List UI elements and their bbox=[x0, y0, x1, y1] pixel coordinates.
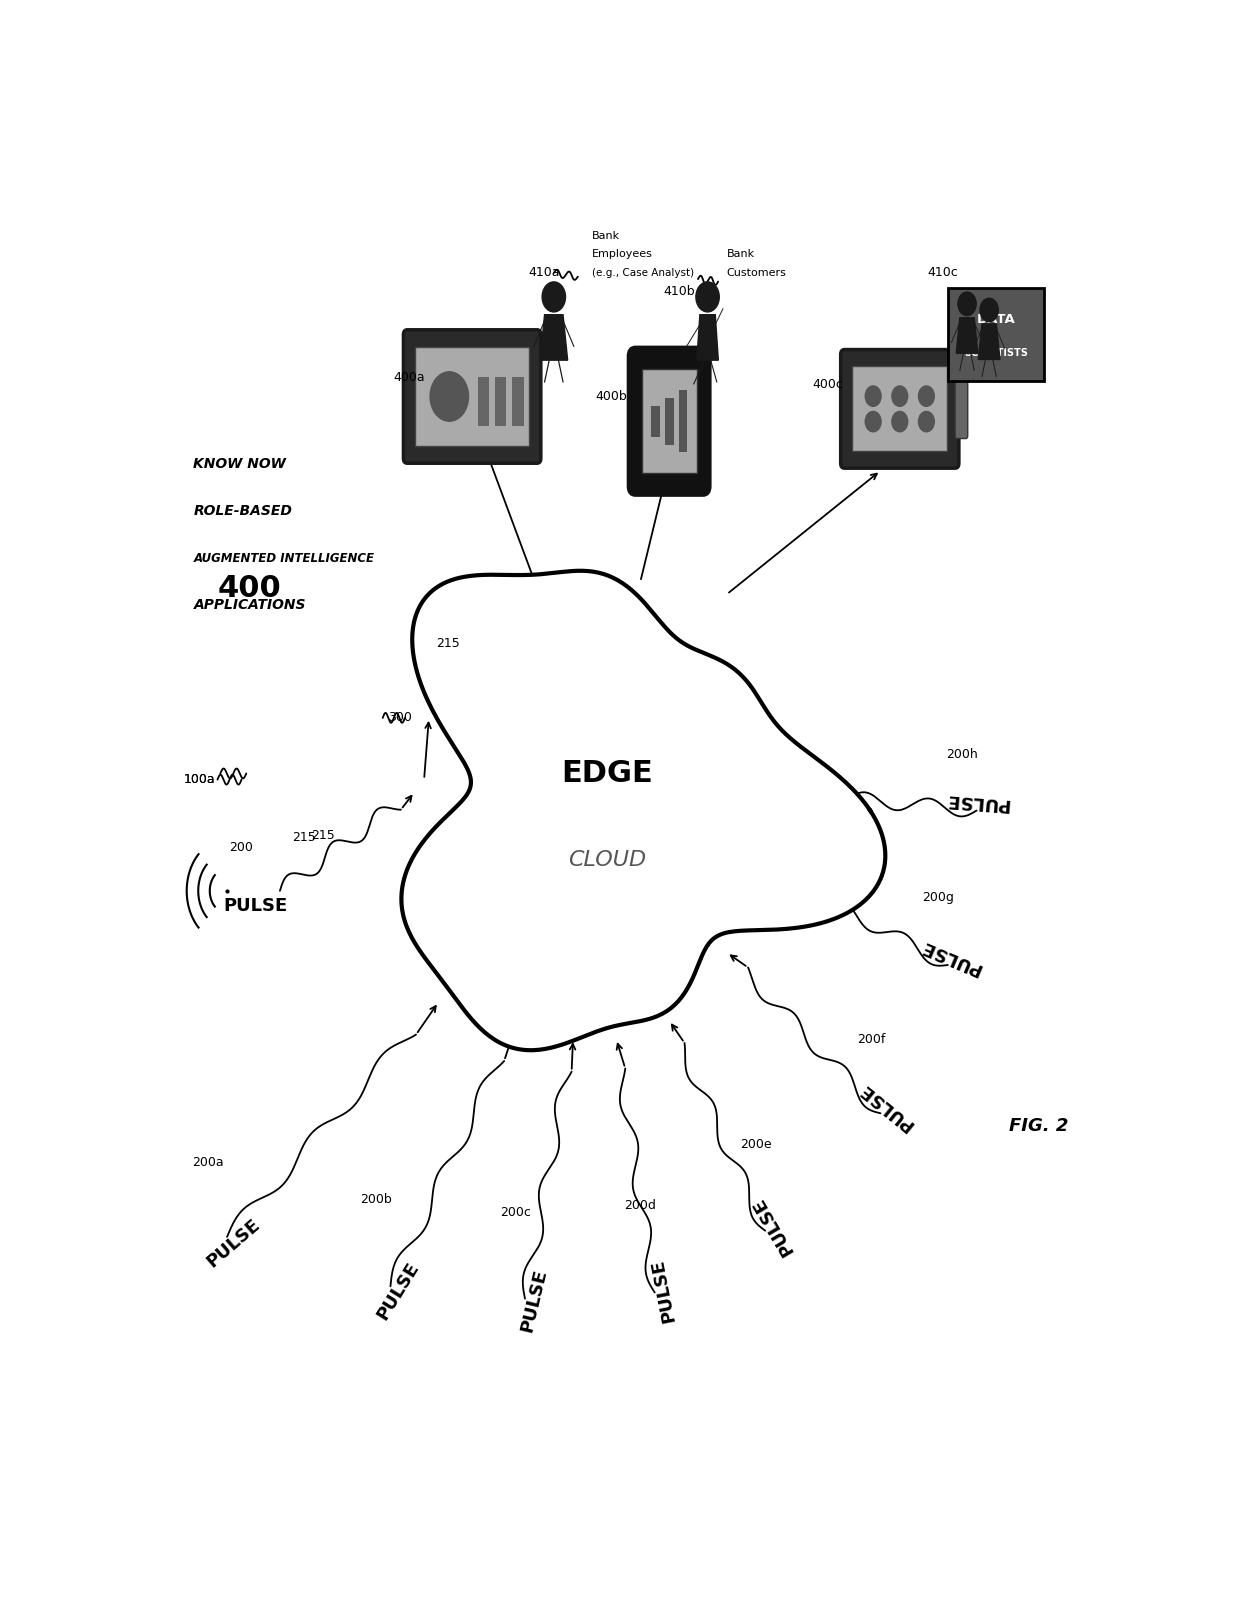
Text: PULSE: PULSE bbox=[517, 1268, 549, 1334]
Circle shape bbox=[542, 282, 565, 311]
FancyBboxPatch shape bbox=[477, 377, 490, 427]
FancyBboxPatch shape bbox=[955, 379, 967, 438]
Text: (e.g., Case Analyst): (e.g., Case Analyst) bbox=[593, 268, 694, 278]
Text: 200a: 200a bbox=[192, 1156, 223, 1168]
Text: Employees: Employees bbox=[593, 249, 653, 260]
Text: PULSE: PULSE bbox=[945, 790, 1011, 812]
Polygon shape bbox=[978, 324, 999, 360]
Text: 200e: 200e bbox=[740, 1138, 771, 1151]
Text: 200: 200 bbox=[229, 841, 253, 854]
Text: 410b: 410b bbox=[663, 286, 694, 299]
Text: PULSE: PULSE bbox=[918, 936, 985, 977]
Text: 400: 400 bbox=[217, 573, 281, 602]
Text: 410c: 410c bbox=[928, 266, 959, 279]
FancyBboxPatch shape bbox=[415, 347, 529, 446]
Text: 200g: 200g bbox=[923, 891, 954, 904]
Text: 200f: 200f bbox=[857, 1032, 885, 1045]
Text: PULSE: PULSE bbox=[749, 1194, 797, 1258]
FancyBboxPatch shape bbox=[852, 366, 947, 451]
Text: EDGE: EDGE bbox=[560, 759, 652, 788]
Text: 215: 215 bbox=[293, 831, 316, 844]
FancyBboxPatch shape bbox=[651, 406, 660, 437]
Text: 200d: 200d bbox=[625, 1199, 656, 1212]
Text: SCIENTISTS: SCIENTISTS bbox=[963, 348, 1028, 358]
Circle shape bbox=[430, 372, 469, 421]
Text: 200c: 200c bbox=[500, 1205, 531, 1218]
Polygon shape bbox=[956, 318, 978, 353]
FancyBboxPatch shape bbox=[665, 398, 673, 445]
Text: 100a: 100a bbox=[184, 774, 216, 786]
Text: AUGMENTED INTELLIGENCE: AUGMENTED INTELLIGENCE bbox=[193, 552, 374, 565]
Text: 410a: 410a bbox=[528, 266, 560, 279]
FancyBboxPatch shape bbox=[947, 289, 1044, 380]
FancyBboxPatch shape bbox=[495, 377, 506, 427]
Circle shape bbox=[892, 411, 908, 432]
Circle shape bbox=[892, 385, 908, 406]
Text: ROLE-BASED: ROLE-BASED bbox=[193, 504, 293, 518]
Text: 100a: 100a bbox=[184, 774, 216, 786]
Circle shape bbox=[866, 411, 882, 432]
Text: Bank: Bank bbox=[593, 231, 620, 241]
Text: PULSE: PULSE bbox=[373, 1258, 423, 1323]
Text: CLOUD: CLOUD bbox=[568, 851, 646, 870]
FancyBboxPatch shape bbox=[841, 350, 959, 469]
Circle shape bbox=[696, 282, 719, 311]
Circle shape bbox=[959, 292, 976, 316]
FancyBboxPatch shape bbox=[403, 329, 541, 464]
Circle shape bbox=[919, 385, 934, 406]
Text: PULSE: PULSE bbox=[223, 897, 288, 915]
FancyBboxPatch shape bbox=[629, 348, 709, 494]
Text: PULSE: PULSE bbox=[649, 1258, 678, 1324]
Polygon shape bbox=[539, 315, 568, 360]
FancyBboxPatch shape bbox=[512, 377, 523, 427]
Text: Customers: Customers bbox=[727, 268, 786, 278]
Text: 200b: 200b bbox=[360, 1194, 392, 1207]
Text: 215: 215 bbox=[311, 828, 335, 841]
Text: PULSE: PULSE bbox=[203, 1217, 263, 1271]
Polygon shape bbox=[697, 315, 718, 360]
Text: 400c: 400c bbox=[812, 377, 843, 390]
FancyBboxPatch shape bbox=[641, 369, 697, 473]
Circle shape bbox=[866, 385, 882, 406]
Circle shape bbox=[980, 299, 998, 321]
Text: Bank: Bank bbox=[727, 249, 755, 260]
Text: APPLICATIONS: APPLICATIONS bbox=[193, 599, 306, 613]
Text: PULSE: PULSE bbox=[856, 1079, 916, 1133]
Text: 400a: 400a bbox=[394, 371, 425, 385]
Text: KNOW NOW: KNOW NOW bbox=[193, 457, 286, 472]
Polygon shape bbox=[402, 571, 885, 1050]
Circle shape bbox=[919, 411, 934, 432]
Text: 215: 215 bbox=[436, 637, 460, 650]
Text: DATA: DATA bbox=[977, 313, 1016, 326]
Text: 300: 300 bbox=[388, 711, 412, 724]
Text: FIG. 2: FIG. 2 bbox=[1009, 1117, 1069, 1135]
Text: 200h: 200h bbox=[946, 748, 978, 761]
Text: 400b: 400b bbox=[595, 390, 627, 403]
FancyBboxPatch shape bbox=[678, 390, 687, 453]
